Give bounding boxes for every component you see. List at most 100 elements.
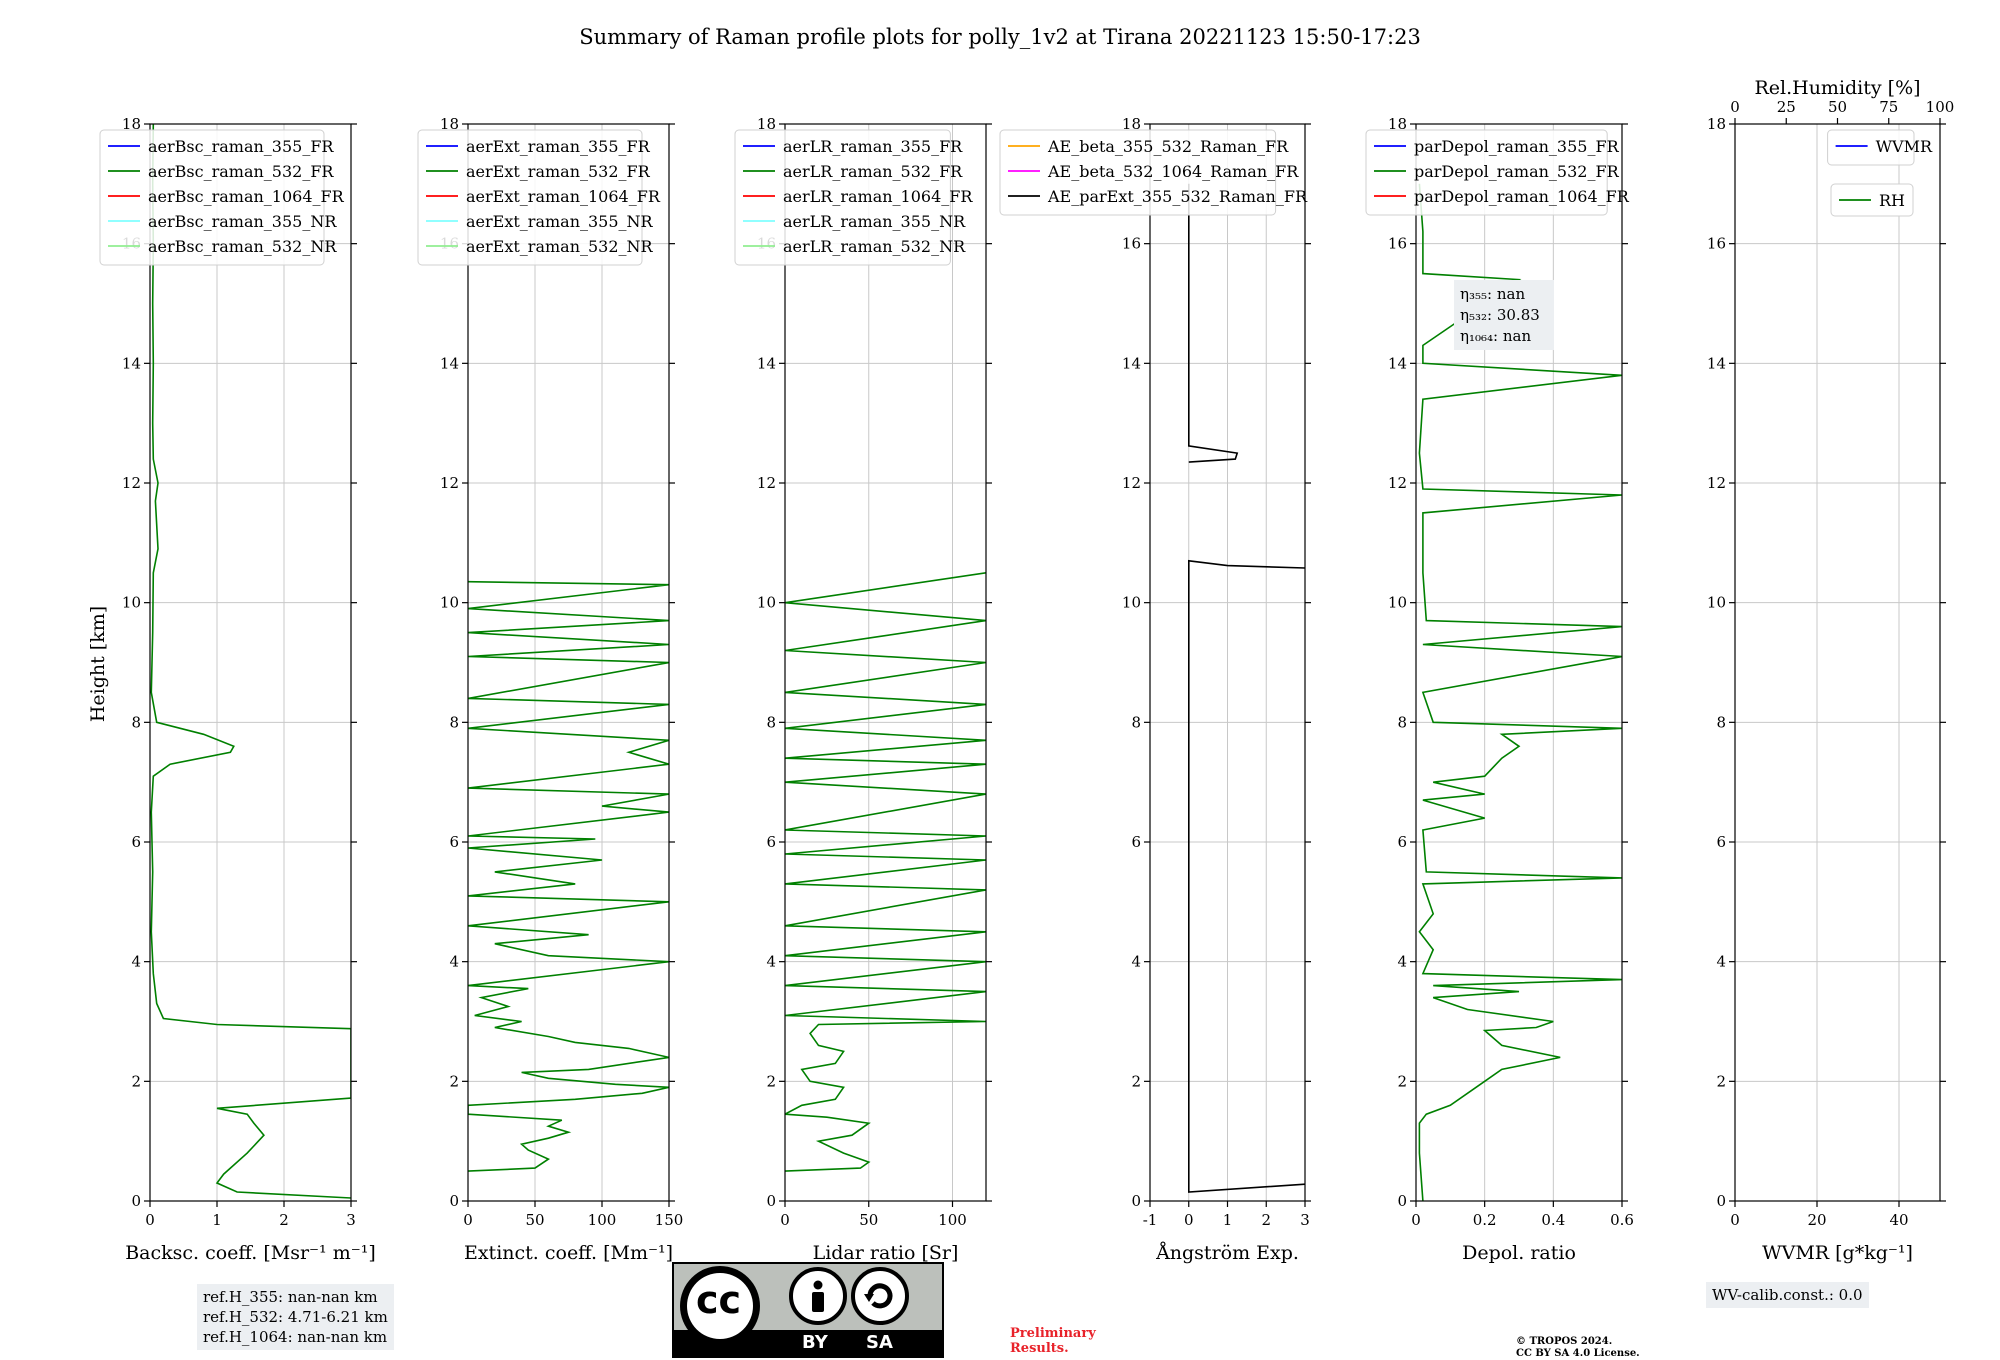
y-tick-label: 6 [1716,833,1726,851]
legend: WVMR [1827,129,1933,166]
legend-entry: aerBsc_raman_1064_FR [148,187,345,206]
x-tick-label: 0.4 [1541,1211,1565,1229]
x-tick-label: 0 [1411,1211,1421,1229]
y-tick-label: 10 [440,594,459,612]
legend-entry: AE_beta_532_1064_Raman_FR [1047,162,1299,181]
ref-line-532: ref.H_532: 4.71-6.21 km [203,1308,388,1326]
y-tick-label: 8 [131,713,141,731]
y-tick-label: 12 [757,474,776,492]
x-tick-label: 0.6 [1610,1211,1634,1229]
y-tick-label: 14 [1122,354,1141,372]
y-tick-label: 14 [1388,354,1407,372]
y-tick-label: 18 [122,115,141,133]
annotation-frame [1454,280,1554,350]
x-tick-label: 50 [859,1211,878,1229]
y-tick-label: 4 [1716,953,1726,971]
y-tick-label: 4 [449,953,459,971]
x-axis-label: Depol. ratio [1462,1242,1576,1264]
y-tick-label: 4 [766,953,776,971]
y-tick-label: 8 [1716,713,1726,731]
top-x-tick-label: 0 [1730,98,1740,116]
legend-frame [734,129,951,266]
y-tick-label: 6 [766,833,776,851]
legend-entry: parDepol_raman_355_FR [1414,137,1620,156]
y-tick-label: 4 [131,953,141,971]
x-tick-label: 100 [588,1211,617,1229]
x-tick-label: 0 [463,1211,473,1229]
y-tick-label: 10 [1707,594,1726,612]
y-tick-label: 10 [1122,594,1141,612]
panel-2: 024681012141618050100150Extinct. coeff. … [417,115,684,1264]
annotation-line: η₃₅₅: nan [1460,285,1525,303]
y-tick-label: 8 [1131,713,1141,731]
legend-entry: aerExt_raman_355_FR [466,137,651,156]
legend: aerBsc_raman_355_FR aerBsc_raman_532_FRae… [99,129,345,266]
y-tick-label: 12 [1388,474,1407,492]
y-tick-label: 18 [1707,115,1726,133]
legend-entry: aerLR_raman_532_FR [783,162,963,181]
y-tick-label: 18 [1388,115,1407,133]
x-tick-label: 0.2 [1473,1211,1497,1229]
x-tick-label: 0 [1730,1211,1740,1229]
y-tick-label: 16 [1388,235,1407,253]
y-tick-label: 0 [1397,1192,1407,1210]
legend-entry: parDepol_raman_1064_FR [1414,187,1630,206]
y-tick-label: 14 [440,354,459,372]
x-axis-label: WVMR [g*kg⁻¹] [1762,1242,1913,1264]
x-tick-label: 100 [938,1211,967,1229]
x-tick-label: 150 [655,1211,684,1229]
x-axis-label: Backsc. coeff. [Msr⁻¹ m⁻¹] [125,1242,376,1264]
y-tick-label: 0 [449,1192,459,1210]
panel-1: 0246810121416180123Backsc. coeff. [Msr⁻¹… [99,115,376,1264]
copyright-note: © TROPOS 2024. CC BY SA 4.0 License. [1516,1336,1640,1360]
x-tick-label: 3 [346,1211,356,1229]
data-line-2 [1188,183,1239,463]
legend-entry: aerExt_raman_355_NR [466,212,654,231]
y-tick-label: 4 [1131,953,1141,971]
annotation-box: η₃₅₅: nan η₅₃₂: 30.83 η₁₀₆₄: nan [1454,280,1554,350]
legend-entry: aerLR_raman_355_NR [783,212,966,231]
legend: aerLR_raman_355_FR aerLR_raman_532_FR aerL… [734,129,973,266]
y-tick-label: 0 [766,1192,776,1210]
x-axis-label: Ångström Exp. [1155,1242,1299,1264]
top-x-tick-label: 25 [1777,98,1796,116]
cc-by-label: BY [802,1332,828,1353]
x-tick-label: 0 [780,1211,790,1229]
legend-entry: parDepol_raman_532_FR [1414,162,1620,181]
x-tick-label: -1 [1143,1211,1158,1229]
y-tick-label: 12 [1122,474,1141,492]
legend: AE_beta_355_532_Raman_FR AE_beta_532_1064… [999,129,1308,216]
x-axis-label: Extinct. coeff. [Mm⁻¹] [464,1242,673,1264]
x-tick-label: 0 [145,1211,155,1229]
annotation-line: η₅₃₂: 30.83 [1460,306,1540,324]
data-line-1 [1188,559,1305,1193]
y-tick-label: 12 [440,474,459,492]
y-tick-label: 8 [449,713,459,731]
legend-entry: aerExt_raman_532_FR [466,162,651,181]
preliminary-line-2: Results. [1010,1341,1069,1356]
y-tick-label: 14 [122,354,141,372]
axes-frame [1734,123,1941,1202]
y-tick-label: 10 [122,594,141,612]
x-tick-label: 50 [525,1211,544,1229]
reference-height-box: ref.H_355: nan-nan km ref.H_532: 4.71-6.… [197,1284,394,1350]
axes-frame [784,123,987,1202]
data-line-1 [150,124,351,1199]
legend-frame [1365,129,1608,216]
legend-entry: aerLR_raman_355_FR [783,137,963,156]
y-tick-label: 8 [766,713,776,731]
axes-frame [149,123,352,1202]
legend-entry: AE_beta_355_532_Raman_FR [1047,137,1289,156]
y-tick-label: 10 [757,594,776,612]
axes-frame [467,123,670,1202]
y-tick-label: 2 [449,1072,459,1090]
x-tick-label: 40 [1889,1211,1908,1229]
y-tick-label: 14 [757,354,776,372]
x-tick-label: 1 [212,1211,222,1229]
y-tick-label: 0 [131,1192,141,1210]
top-x-tick-label: 75 [1879,98,1898,116]
data-line-1 [785,572,986,1172]
y-tick-label: 12 [122,474,141,492]
